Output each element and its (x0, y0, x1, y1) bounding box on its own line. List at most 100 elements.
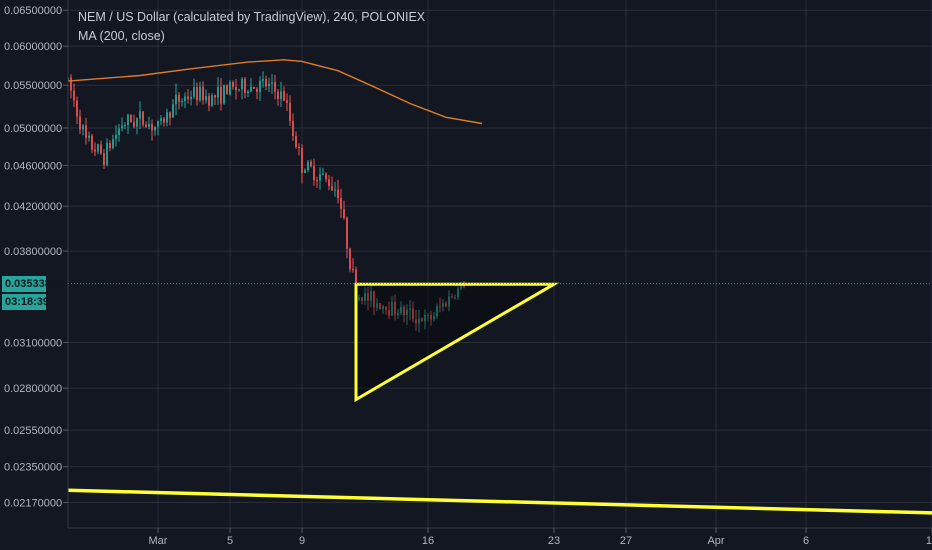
candle-body (454, 297, 456, 299)
candle-body (334, 189, 336, 191)
candle-body (292, 121, 294, 137)
candle-body (214, 95, 216, 98)
candle-body (241, 78, 243, 90)
candle-body (379, 303, 381, 309)
candle-body (109, 143, 111, 148)
candle-body (136, 118, 138, 127)
candle-body (430, 315, 432, 320)
candle-body (289, 102, 291, 122)
candle-body (91, 135, 93, 150)
candle-body (160, 118, 162, 121)
candle-body (142, 111, 144, 125)
candle-body (118, 128, 120, 136)
price-tick-label: 0.02350000 (4, 462, 62, 474)
candle-body (277, 91, 279, 100)
candle-body (244, 78, 246, 94)
indicator-label[interactable]: MA (200, close) (78, 29, 165, 43)
candle-body (451, 296, 453, 298)
price-axis-panel (0, 0, 68, 550)
time-axis[interactable]: Mar 5 9 16 23 27 Apr 6 13 (149, 528, 932, 547)
time-tick-label: 27 (620, 535, 632, 547)
candle-body (247, 91, 249, 94)
candle-body (223, 84, 225, 104)
candle-body (352, 269, 354, 271)
candle-body (391, 302, 393, 316)
candle-body (259, 80, 261, 92)
candle-body (304, 170, 306, 174)
candle-body (397, 312, 399, 316)
candle-body (382, 306, 384, 309)
candle-body (268, 83, 270, 87)
candle-body (367, 293, 369, 301)
candle-body (421, 318, 423, 322)
candle-body (106, 143, 108, 165)
candle-body (97, 144, 99, 152)
candle-body (73, 90, 75, 101)
candle-body (418, 318, 420, 324)
candle-body (130, 114, 132, 123)
candle-body (217, 86, 219, 98)
current-price-tag: 0.03533810 (2, 275, 63, 292)
candle-body (415, 319, 417, 324)
trendline-drawing[interactable] (67, 488, 932, 515)
candle-body (322, 173, 324, 175)
candle-body (442, 303, 444, 307)
candle-body (145, 124, 147, 127)
time-tick-label: Apr (707, 535, 724, 547)
candle-body (151, 123, 153, 131)
price-tick-label: 0.05000000 (4, 123, 62, 135)
candle-body (127, 114, 129, 126)
price-tick-label: 0.03800000 (4, 246, 62, 258)
candle-body (394, 302, 396, 316)
candle-body (79, 116, 81, 130)
candle-body (361, 297, 363, 301)
candle-body (337, 189, 339, 199)
price-tick-label: 0.04600000 (4, 160, 62, 172)
time-tick-label: 9 (299, 535, 305, 547)
candle-body (220, 86, 222, 104)
symbol-title[interactable]: NEM / US Dollar (calculated by TradingVi… (78, 10, 426, 24)
moving-average (67, 59, 483, 125)
candle-body (460, 283, 462, 289)
candle-body (94, 149, 96, 152)
candle-body (133, 122, 135, 127)
candle-body (88, 135, 90, 138)
candle-body (82, 125, 84, 130)
candle-body (448, 296, 450, 307)
candle-body (388, 310, 390, 316)
candle-body (157, 120, 159, 127)
candle-body (121, 125, 123, 129)
price-tick-label: 0.02800000 (4, 383, 62, 395)
candle-body (187, 96, 189, 100)
candle-body (166, 112, 168, 123)
candle-body (325, 173, 327, 180)
time-tick-label: 6 (803, 535, 809, 547)
price-axis[interactable]: 0.06500000 0.06000000 0.05500000 0.05000000… (4, 5, 68, 509)
candle-body (226, 84, 228, 95)
candle-body (316, 180, 318, 182)
candle-body (349, 248, 351, 270)
time-axis-panel (68, 528, 932, 550)
candle-body (229, 82, 231, 95)
candle-body (181, 101, 183, 103)
candle-body (205, 96, 207, 101)
triangle-drawing[interactable] (354, 282, 560, 403)
candle-body (283, 91, 285, 101)
candle-body (340, 198, 342, 210)
candle-body (412, 308, 414, 320)
candle-body (403, 306, 405, 316)
candle-body (406, 309, 408, 316)
annotations[interactable] (67, 282, 932, 515)
candle-body (211, 95, 213, 106)
candle-body (433, 316, 435, 320)
time-tick-label: 13 (926, 535, 932, 547)
time-tick-label: 23 (548, 535, 560, 547)
candle-body (424, 315, 426, 322)
candle-body (238, 89, 240, 91)
candle-body (427, 315, 429, 317)
candle-body (313, 166, 315, 181)
time-tick-label: Mar (149, 535, 168, 547)
candle-body (154, 126, 156, 131)
